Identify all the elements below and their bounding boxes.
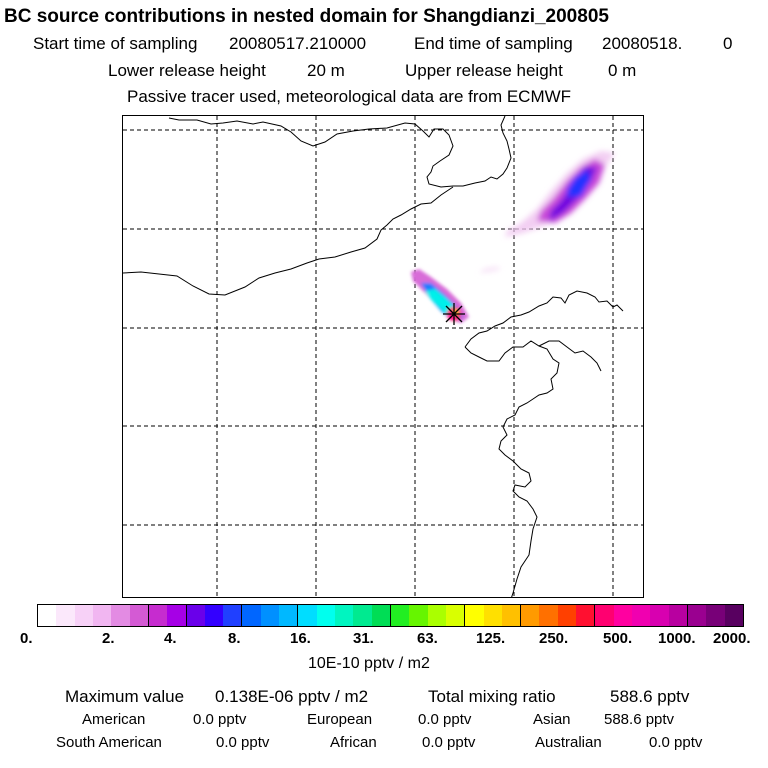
graticule <box>123 116 643 597</box>
color-scale-tick-label: 16. <box>290 630 311 647</box>
inner-border-west <box>123 186 454 296</box>
color-scale-cell <box>167 605 186 626</box>
color-scale-cell <box>686 605 707 626</box>
shandong-peninsula <box>538 340 602 372</box>
color-scale-tick-label: 63. <box>417 630 438 647</box>
start-time-value: 20080517.210000 <box>229 34 367 53</box>
lower-height-label: Lower release height <box>108 61 266 80</box>
color-scale-cell <box>650 605 669 626</box>
color-scale-cell <box>56 605 75 626</box>
color-scale-cell <box>520 605 540 626</box>
color-scale-cell <box>409 605 428 626</box>
max-value-label: Maximum value <box>65 687 185 706</box>
color-scale-cell <box>38 605 57 626</box>
end-time-value: 20080518. <box>602 34 683 53</box>
northern-border <box>168 116 512 188</box>
boundaries <box>123 116 624 597</box>
tracer-note: Passive tracer used, meteorological data… <box>127 87 572 106</box>
color-scale-cell <box>371 605 390 626</box>
color-scale-cell <box>147 605 168 626</box>
receptor-station-marker <box>443 303 465 325</box>
color-scale-cell <box>297 605 317 626</box>
color-scale-cell <box>353 605 372 626</box>
lower-height-value: 20 m <box>307 61 345 80</box>
total-mixing-label: Total mixing ratio <box>428 687 556 706</box>
end-time-label: End time of sampling <box>414 34 573 53</box>
color-scale-cell <box>260 605 280 626</box>
map-canvas <box>123 116 643 597</box>
coastline-east <box>464 340 560 597</box>
color-scale-tick-label: 8. <box>228 630 241 647</box>
color-scale-cell <box>557 605 577 626</box>
color-scale-cell <box>223 605 242 626</box>
color-scale-units: 10E-10 pptv / m2 <box>308 655 430 672</box>
color-scale-cell <box>92 605 112 626</box>
plume-source <box>411 269 469 323</box>
color-scale-cell <box>539 605 558 626</box>
total-mixing-value: 588.6 pptv <box>610 687 690 706</box>
color-scale-tick-label: 0. <box>20 630 33 647</box>
region-value-african: 0.0 pptv <box>422 734 476 751</box>
start-time-label: Start time of sampling <box>33 34 198 53</box>
color-scale-cell <box>668 605 687 626</box>
coastline-bohai <box>464 290 624 348</box>
region-label-australian: Australian <box>535 734 602 751</box>
color-scale-cell <box>74 605 93 626</box>
color-scale-tick-label: 1000. <box>658 630 696 647</box>
color-scale-cell <box>501 605 521 626</box>
color-scale-tick-label: 4. <box>164 630 177 647</box>
color-scale-cell <box>241 605 261 626</box>
region-label-african: African <box>330 734 377 751</box>
color-scale-cell <box>427 605 446 626</box>
map-title: BC source contributions in nested domain… <box>4 6 609 27</box>
color-scale-cell <box>445 605 465 626</box>
region-label-american: American <box>82 711 146 728</box>
plume-northeast <box>479 151 615 273</box>
color-scale-cell <box>632 605 651 626</box>
color-scale-cell <box>576 605 595 626</box>
color-scale-tick-label: 31. <box>353 630 374 647</box>
color-scale-cell <box>613 605 632 626</box>
color-scale-cell <box>111 605 130 626</box>
upper-height-label: Upper release height <box>405 61 563 80</box>
color-scale-tick-label: 500. <box>603 630 633 647</box>
color-scale-cell <box>316 605 335 626</box>
region-value-american: 0.0 pptv <box>193 711 247 728</box>
color-scale-bar <box>37 604 744 627</box>
color-scale-tick-label: 250. <box>539 630 569 647</box>
color-scale-cell <box>389 605 410 626</box>
region-value-asian: 588.6 pptv <box>604 711 675 728</box>
map-panel <box>122 115 644 598</box>
color-scale-cell <box>464 605 484 626</box>
upper-height-value: 0 m <box>608 61 637 80</box>
color-scale-tick-label: 125. <box>476 630 506 647</box>
color-scale-cell <box>279 605 298 626</box>
color-scale-cell <box>204 605 224 626</box>
color-scale-cell <box>335 605 354 626</box>
end-time-extra: 0 <box>723 34 733 53</box>
region-value-south-american: 0.0 pptv <box>216 734 270 751</box>
region-label-south-american: South American <box>56 734 162 751</box>
max-value: 0.138E-06 pptv / m2 <box>215 687 369 706</box>
color-scale-cell <box>706 605 725 626</box>
color-scale-cell <box>129 605 148 626</box>
color-scale-tick-label: 2. <box>102 630 115 647</box>
color-scale-cell <box>594 605 614 626</box>
region-label-european: European <box>307 711 373 728</box>
color-scale-cell <box>483 605 502 626</box>
region-value-australian: 0.0 pptv <box>649 734 703 751</box>
region-value-european: 0.0 pptv <box>418 711 472 728</box>
color-scale-tick-label: 2000. <box>713 630 751 647</box>
region-label-asian: Asian <box>533 711 571 728</box>
color-scale-cell <box>185 605 205 626</box>
color-scale-cell <box>724 605 743 626</box>
